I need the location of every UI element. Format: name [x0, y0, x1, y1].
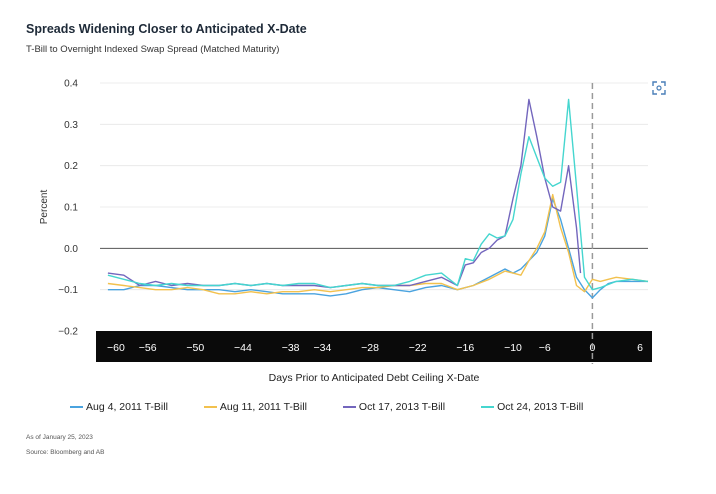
legend-swatch [481, 406, 495, 408]
x-tick-label: −60 [107, 342, 125, 354]
source-note: Source: Bloomberg and AB [26, 449, 105, 456]
series-line-2 [107, 193, 649, 295]
legend-swatch [70, 406, 83, 408]
series-line-1 [107, 198, 648, 299]
x-tick-label: −56 [139, 342, 157, 354]
series-line-3 [107, 98, 582, 289]
legend-item: Oct 17, 2013 T-Bill [342, 401, 446, 413]
chart-subtitle: T-Bill to Overnight Indexed Swap Spread … [26, 44, 280, 55]
y-axis-label: Percent [39, 190, 50, 225]
legend-label: Aug 4, 2011 T-Bill [86, 401, 168, 413]
legend-item: Oct 24, 2013 T-Bill [481, 401, 583, 413]
y-tick-label: 0.3 [64, 120, 78, 131]
legend-swatch [203, 406, 217, 408]
legend-item: Aug 4, 2011 T-Bill [70, 401, 168, 413]
y-tick-label: 0.4 [64, 79, 78, 90]
as-of-note: As of January 25, 2023 [26, 434, 93, 441]
legend-label: Oct 24, 2013 T-Bill [497, 401, 584, 413]
legend-label: Aug 11, 2011 T-Bill [219, 401, 307, 413]
x-tick-label: −28 [361, 342, 379, 354]
y-tick-label: 0.0 [64, 244, 78, 255]
x-tick-label: −38 [282, 342, 300, 354]
x-axis-band [96, 331, 652, 362]
legend-label: Oct 17, 2013 T-Bill [358, 401, 446, 413]
series-line-4 [107, 98, 649, 291]
chart-title: Spreads Widening Closer to Anticipated X… [26, 22, 307, 36]
y-tick-label: 0.2 [64, 161, 78, 172]
x-tick-label: −50 [186, 342, 204, 354]
y-tick-label: −0.2 [58, 327, 78, 338]
x-tick-label: 6 [637, 342, 643, 354]
y-tick-label: −0.1 [58, 285, 78, 296]
x-tick-label: −34 [313, 342, 331, 354]
x-tick-label: −44 [234, 342, 252, 354]
legend-item: Aug 11, 2011 T-Bill [203, 401, 307, 413]
x-tick-label: −10 [504, 342, 522, 354]
x-tick-label: −22 [409, 342, 427, 354]
x-tick-label: −16 [456, 342, 474, 354]
legend-swatch [342, 406, 356, 408]
x-axis-label: Days Prior to Anticipated Debt Ceiling X… [269, 372, 480, 384]
expand-icon[interactable] [652, 81, 666, 95]
y-tick-label: 0.1 [64, 203, 78, 214]
chart-legend: Aug 4, 2011 T-Bill Aug 11, 2011 T-Bill Oct… [70, 401, 583, 413]
x-tick-label: −6 [539, 342, 551, 354]
